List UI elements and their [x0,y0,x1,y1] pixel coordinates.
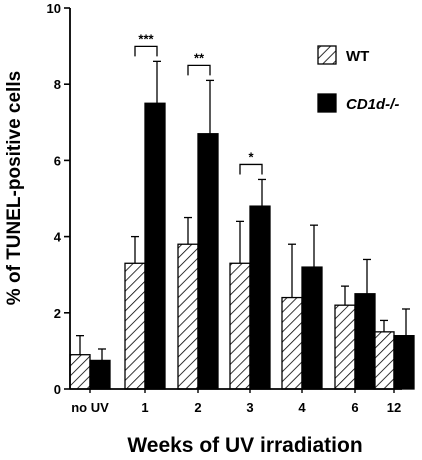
error-bar-cd1d-2 [206,79,214,134]
error-bar-cd1d-3 [258,178,266,207]
x-tick-label: no UV [71,400,109,415]
bar-cd1d-4 [301,266,323,390]
bar-cd1d-2 [197,133,219,390]
bar-cd1d-1 [144,102,166,390]
significance-bracket: * [239,149,263,175]
significance-bracket: *** [134,31,158,57]
legend-label: CD1d-/- [346,96,399,113]
legend-item-wt: WT [317,45,369,65]
bar-cd1d-0 [89,359,111,390]
bar-wt-4 [281,296,303,390]
x-tick-label: 12 [387,400,401,415]
y-tick-label: 6 [54,153,61,168]
bar-wt-3 [229,262,251,390]
x-tick-label: 1 [141,400,148,415]
y-tick-label: 8 [54,77,61,92]
error-bar-wt-0 [76,335,84,355]
error-bar-wt-2 [184,216,192,245]
bar-cd1d-6 [393,335,415,390]
x-tick-label: 4 [298,400,306,415]
bar-cd1d-5 [354,293,376,390]
significance-label: ** [194,50,205,65]
y-axis-title: % of TUNEL-positive cells [4,71,25,305]
error-bar-wt-4 [288,243,296,298]
y-tick-label: 10 [47,1,61,16]
error-bar-cd1d-1 [153,60,161,104]
axes-layer [64,7,402,393]
error-bar-wt-1 [131,235,139,264]
legend-item-cd1d: CD1d-/- [317,93,399,113]
bar-wt-5 [334,304,356,390]
error-bar-cd1d-5 [363,258,371,294]
bar-wt-1 [124,262,146,390]
error-bar-wt-3 [236,220,244,264]
x-tick-label: 3 [246,400,253,415]
bar-wt-6 [373,331,395,390]
significance-bracket: ** [187,50,211,76]
error-bar-cd1d-4 [310,224,318,268]
error-bar-cd1d-6 [402,308,410,336]
x-axis-title: Weeks of UV irradiation [127,434,362,457]
error-bar-wt-5 [341,285,349,306]
legend-label: WT [346,48,369,65]
x-tick-label: 2 [194,400,201,415]
x-tick-label: 6 [351,400,358,415]
legend-swatch [317,93,337,113]
error-bar-cd1d-0 [98,348,106,361]
legend-swatch [317,45,337,65]
significance-label: * [248,149,254,164]
bar-wt-2 [177,243,199,390]
bar-wt-0 [69,354,91,390]
y-tick-label: 4 [54,230,62,245]
bar-cd1d-3 [249,205,271,390]
y-tick-label: 2 [54,306,61,321]
significance-label: *** [138,31,154,46]
error-bar-wt-6 [380,319,388,332]
legend: WT CD1d-/- [317,45,399,113]
y-tick-label: 0 [54,382,61,397]
